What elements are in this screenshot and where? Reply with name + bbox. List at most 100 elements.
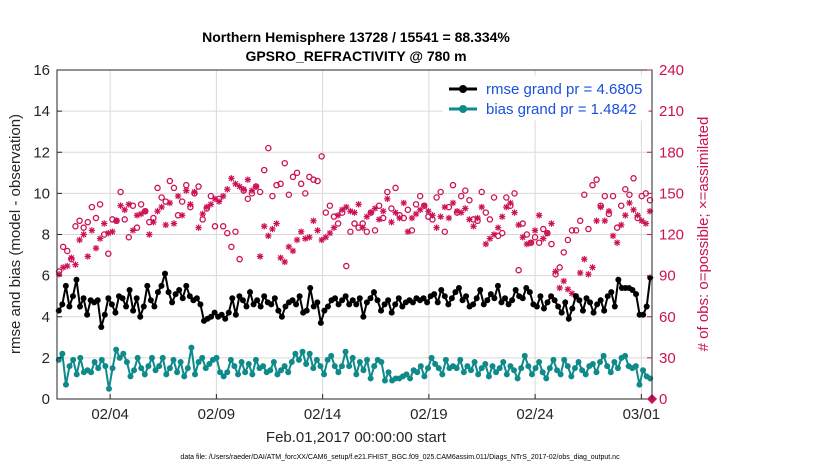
rmse-point — [236, 293, 243, 300]
possible-marker — [228, 243, 235, 251]
assimilated-marker — [531, 227, 539, 234]
rmse-point — [257, 303, 264, 310]
bias-point — [356, 358, 363, 365]
assimilated-marker — [343, 203, 350, 211]
assimilated-marker — [273, 220, 280, 227]
possible-marker — [589, 181, 596, 189]
assimilated-marker — [494, 224, 502, 231]
assimilated-marker — [146, 231, 153, 238]
rmse-point — [162, 270, 169, 277]
x-axis-label: Feb.01,2017 00:00:00 start — [266, 429, 447, 446]
rmse-point — [239, 297, 246, 304]
assimilated-marker — [178, 212, 186, 219]
possible-marker — [154, 184, 161, 192]
chart-subtitle: GPSRO_REFRACTIVITY @ 780 m — [245, 48, 466, 64]
rmse-point — [112, 309, 119, 316]
x-tick-label: 02/24 — [516, 406, 554, 423]
rmse-point — [367, 295, 374, 302]
assimilated-marker — [642, 220, 650, 227]
rmse-point — [197, 301, 204, 308]
assimilated-marker — [92, 245, 100, 252]
assimilated-marker — [363, 213, 371, 220]
assimilated-marker — [490, 231, 498, 238]
bias-point — [148, 354, 155, 361]
assimilated-marker — [64, 262, 71, 270]
bias-point — [482, 361, 489, 368]
possible-marker — [244, 195, 252, 203]
rmse-point — [463, 293, 470, 300]
assimilated-marker — [634, 212, 641, 219]
possible-marker — [613, 224, 621, 231]
possible-marker — [466, 196, 473, 204]
rmse-point — [611, 303, 618, 310]
rmse-point — [254, 297, 261, 304]
possible-marker — [568, 227, 576, 234]
bias-point — [288, 358, 295, 365]
possible-marker — [585, 225, 592, 233]
rmse-point — [310, 303, 317, 310]
x-tick-label: 02/14 — [304, 406, 342, 423]
rmse-point — [544, 299, 551, 306]
assimilated-marker — [76, 236, 83, 244]
bias-point — [622, 352, 629, 359]
rmse-point — [540, 305, 547, 312]
assimilated-marker — [613, 239, 621, 246]
possible-marker — [170, 184, 178, 192]
possible-marker — [289, 173, 297, 181]
assimilated-marker — [207, 201, 215, 208]
y-tick-label: 14 — [33, 103, 50, 120]
assimilated-marker — [129, 227, 137, 234]
possible-marker — [281, 159, 288, 167]
bias-point — [421, 373, 428, 380]
possible-marker — [207, 192, 215, 200]
assimilated-marker — [248, 187, 256, 194]
assimilated-marker — [601, 217, 609, 224]
y-ticks: 0 2 4 6 8 10 12 14 16 — [33, 62, 62, 408]
bias-point — [338, 363, 345, 370]
bias-point — [611, 358, 618, 365]
rmse-point — [73, 276, 80, 283]
rmse-point — [363, 299, 370, 306]
bias-point — [260, 363, 267, 370]
bias-point — [554, 367, 561, 374]
assimilated-marker — [269, 225, 276, 233]
bias-point — [113, 346, 120, 353]
legend-box — [442, 75, 649, 121]
possible-marker — [343, 262, 350, 270]
bias-point — [105, 385, 112, 392]
assimilated-marker — [293, 236, 301, 244]
bias-point — [485, 373, 492, 380]
rmse-point — [275, 307, 282, 314]
assimilated-marker — [195, 224, 202, 231]
rmse-point — [105, 295, 112, 302]
possible-marker — [76, 217, 83, 225]
rmse-point — [101, 311, 108, 318]
bias-point — [170, 356, 177, 363]
assimilated-marker — [412, 210, 420, 218]
rmse-point — [519, 295, 526, 302]
possible-marker — [581, 191, 588, 198]
rmse-point — [247, 289, 254, 296]
rmse-point — [225, 309, 232, 316]
assimilated-marker — [457, 209, 465, 216]
assimilated-marker — [219, 192, 227, 200]
possible-marker — [449, 181, 457, 189]
possible-marker — [462, 187, 469, 194]
rmse-point — [374, 297, 381, 304]
assimilated-marker — [334, 212, 342, 219]
possible-marker — [72, 223, 79, 230]
rmse-point — [229, 295, 236, 302]
assimilated-marker — [322, 234, 329, 241]
rmse-point — [370, 289, 377, 296]
rmse-point — [643, 303, 650, 310]
assimilated-marker — [261, 223, 268, 230]
assimilated-marker — [84, 253, 91, 260]
possible-marker — [617, 202, 625, 209]
bias-point — [525, 363, 532, 370]
assimilated-marker — [499, 213, 506, 220]
possible-marker — [92, 214, 100, 222]
bias-point — [220, 373, 227, 380]
possible-marker — [548, 240, 555, 248]
assimilated-marker — [88, 227, 96, 234]
possible-marker — [224, 229, 231, 237]
